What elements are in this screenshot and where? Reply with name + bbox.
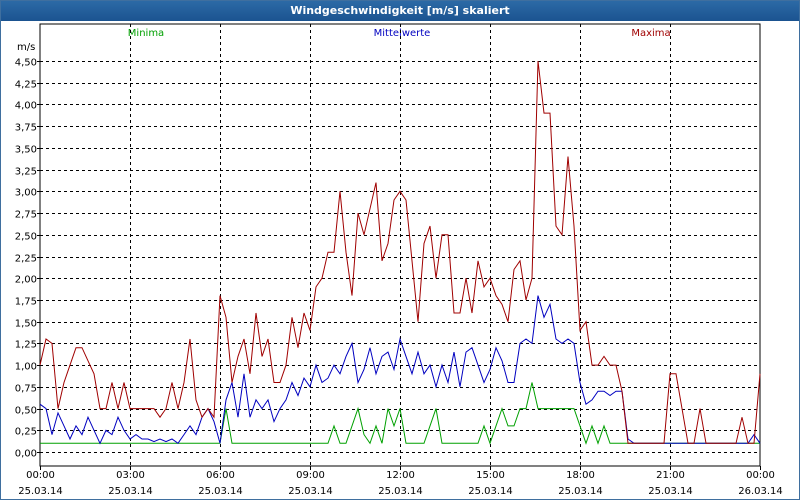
x-tick-time-label: 18:00 xyxy=(566,470,595,481)
x-tick-date-label: 25.03.14 xyxy=(378,486,423,497)
x-tick-time-label: 09:00 xyxy=(296,470,325,481)
legend-mittelwerte: Mittelwerte xyxy=(374,28,431,39)
y-tick-label: 1,75 xyxy=(15,297,37,308)
y-tick-label: 1,50 xyxy=(15,319,37,330)
y-tick-label: 2,75 xyxy=(15,210,37,221)
x-tick-time-label: 06:00 xyxy=(206,470,235,481)
y-tick-label: 3,75 xyxy=(15,123,37,134)
y-tick-label: 2,00 xyxy=(15,275,37,286)
y-tick-label: 2,50 xyxy=(15,232,37,243)
y-tick-label: 4,50 xyxy=(15,58,37,69)
y-tick-label: 3,25 xyxy=(15,167,37,178)
x-tick-date-label: 25.03.14 xyxy=(468,486,513,497)
y-tick-label: 1,25 xyxy=(15,340,37,351)
y-tick-label: 0,00 xyxy=(15,449,37,460)
y-tick-label: 1,00 xyxy=(15,362,37,373)
y-tick-label: 3,50 xyxy=(15,145,37,156)
y-tick-label: 0,25 xyxy=(15,427,37,438)
y-tick-label: 0,75 xyxy=(15,384,37,395)
x-tick-date-label: 25.03.14 xyxy=(648,486,693,497)
x-tick-time-label: 03:00 xyxy=(116,470,145,481)
window-title: Windgeschwindigkeit [m/s] skaliert xyxy=(1,1,799,21)
x-tick-date-label: 25.03.14 xyxy=(18,486,63,497)
y-tick-label: 4,25 xyxy=(15,80,37,91)
x-tick-date-label: 25.03.14 xyxy=(288,486,333,497)
y-tick-label: 4,00 xyxy=(15,101,37,112)
legend-minima: Minima xyxy=(128,28,164,39)
x-tick-date-label: 25.03.14 xyxy=(558,486,603,497)
y-tick-label: 2,25 xyxy=(15,254,37,265)
x-tick-date-label: 25.03.14 xyxy=(108,486,153,497)
y-axis-unit-label: m/s xyxy=(17,42,35,53)
x-tick-time-label: 00:00 xyxy=(746,470,775,481)
x-tick-time-label: 15:00 xyxy=(476,470,505,481)
x-tick-date-label: 26.03.14 xyxy=(738,486,783,497)
x-tick-date-label: 25.03.14 xyxy=(198,486,243,497)
y-tick-label: 0,50 xyxy=(15,406,37,417)
legend-maxima: Maxima xyxy=(631,28,670,39)
x-tick-time-label: 12:00 xyxy=(386,470,415,481)
y-tick-label: 3,00 xyxy=(15,188,37,199)
x-tick-time-label: 21:00 xyxy=(656,470,685,481)
series-line-maxima xyxy=(39,60,761,444)
x-tick-time-label: 00:00 xyxy=(26,470,55,481)
